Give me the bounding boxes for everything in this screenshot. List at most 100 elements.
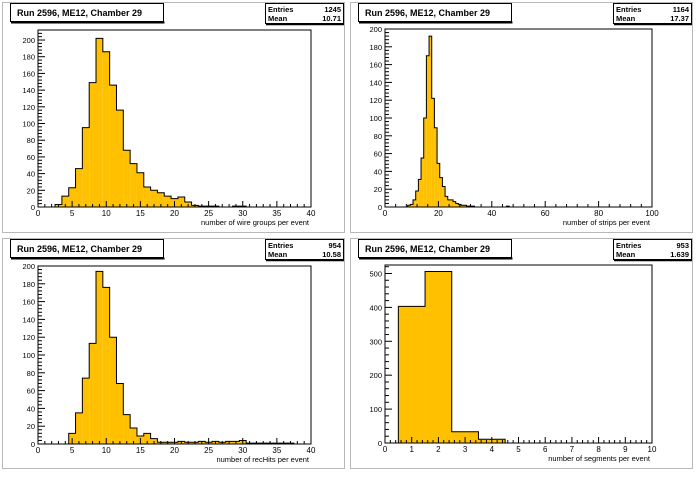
histogram-bar [177, 196, 185, 207]
histogram-bar [437, 163, 440, 207]
histogram-bar [136, 172, 144, 207]
y-tick-label: 20 [27, 186, 35, 195]
x-tick-label: 15 [136, 209, 145, 218]
stats-mean-value: 17.37 [670, 14, 689, 23]
stats-mean-label: Mean [268, 250, 288, 259]
x-tick-label: 20 [170, 446, 179, 455]
x-tick-label: 40 [307, 446, 316, 455]
x-tick-label: 2 [436, 445, 441, 454]
x-tick-label: 0 [383, 445, 388, 454]
x-tick-label: 8 [596, 445, 601, 454]
histogram-bar [130, 427, 137, 444]
histogram-title: Run 2596, ME12, Chamber 29 [365, 244, 490, 254]
x-axis-label: number of segments per event [548, 454, 651, 463]
stats-entries-label: Entries [616, 5, 641, 14]
histogram-bar [455, 203, 459, 207]
y-tick-label: 120 [369, 96, 382, 105]
histogram-pad-wire-groups: 0 5 10 15 20 25 30 35 40 number of wire groups pe… [0, 0, 348, 236]
histogram-bar [96, 38, 103, 207]
x-tick-label: 40 [307, 209, 316, 218]
histogram-pad-segments: 0 1 2 3 4 5 6 7 8 9 10 number of segments per event… [348, 236, 696, 472]
x-tick-label: 35 [272, 446, 281, 455]
y-tick-label: 200 [22, 36, 35, 45]
y-tick-label: 160 [22, 69, 35, 78]
histogram-bar [453, 201, 456, 207]
y-tick-label: 180 [369, 43, 382, 52]
histogram-bar [130, 163, 137, 207]
histogram-title-box: Run 2596, ME12, Chamber 29 [358, 239, 513, 260]
stats-entries-label: Entries [268, 241, 293, 250]
pad-border [350, 2, 693, 233]
y-tick-label: 60 [374, 150, 382, 159]
x-tick-label: 80 [594, 209, 603, 218]
x-tick-label: 0 [36, 209, 41, 218]
y-tick-label: 40 [27, 404, 35, 413]
y-tick-label: 0 [31, 203, 35, 212]
histogram-bar [445, 196, 448, 207]
stats-box: Entries 1164 Mean 17.37 [613, 3, 692, 26]
stats-entries-value: 953 [676, 241, 689, 250]
stats-entries-label: Entries [616, 241, 641, 250]
stats-mean-label: Mean [616, 14, 636, 23]
stats-mean-value: 1.639 [670, 250, 689, 259]
x-tick-label: 10 [102, 446, 111, 455]
stats-box: Entries 954 Mean 10.58 [265, 239, 344, 262]
histogram-bar [431, 98, 435, 207]
histogram-outline [54, 37, 247, 208]
x-tick-label: 10 [648, 445, 657, 454]
y-tick-label: 80 [27, 136, 35, 145]
histogram-bar [143, 186, 151, 207]
y-tick-label: 200 [369, 371, 382, 380]
histogram-bar [75, 168, 83, 207]
y-tick-label: 200 [369, 25, 382, 34]
histogram-bar [415, 190, 419, 207]
stats-entries-value: 954 [328, 241, 341, 250]
y-tick-label: 0 [378, 203, 382, 212]
y-tick-label: 120 [22, 333, 35, 342]
histogram-bar [425, 271, 452, 443]
histogram-bar [68, 187, 76, 207]
x-tick-label: 0 [383, 209, 388, 218]
histogram-bar [82, 378, 90, 444]
x-axis-label: number of strips per event [563, 218, 651, 227]
x-tick-label: 4 [490, 445, 495, 454]
histogram-title: Run 2596, ME12, Chamber 29 [365, 8, 490, 18]
x-tick-label: 5 [70, 209, 75, 218]
y-tick-label: 100 [369, 405, 382, 414]
histogram-bar [61, 196, 69, 207]
y-axis: 0 20 40 60 80 100 120 140 160 180 200 [22, 29, 45, 212]
x-tick-label: 30 [238, 446, 247, 455]
histogram-bar [123, 150, 131, 207]
x-tick-label: 0 [36, 446, 41, 455]
y-tick-label: 180 [22, 280, 35, 289]
histogram-title: Run 2596, ME12, Chamber 29 [17, 8, 142, 18]
histogram-bar [82, 127, 90, 207]
x-tick-label: 20 [434, 209, 443, 218]
x-tick-label: 30 [238, 209, 247, 218]
y-tick-label: 500 [369, 269, 382, 278]
histogram-bar [89, 343, 97, 444]
y-tick-label: 60 [27, 153, 35, 162]
y-tick-label: 140 [22, 315, 35, 324]
stats-mean-label: Mean [268, 14, 288, 23]
histogram-bar [164, 196, 172, 207]
histogram-bar [123, 414, 131, 444]
histogram-bar [418, 179, 422, 207]
histogram-bars [407, 36, 510, 208]
x-tick-label: 25 [204, 446, 213, 455]
pad-border [2, 238, 345, 469]
histogram-pad-strips: 0 20 40 60 80 100 number of strips per event 0 2… [348, 0, 696, 236]
histogram-bar [423, 118, 427, 207]
histogram-title: Run 2596, ME12, Chamber 29 [17, 244, 142, 254]
x-tick-label: 5 [516, 445, 521, 454]
x-tick-label: 60 [541, 209, 550, 218]
y-tick-label: 20 [374, 185, 382, 194]
histogram-pad-rechits: 0 5 10 15 20 25 30 35 40 number of recHits per ev… [0, 236, 348, 472]
y-tick-label: 100 [369, 114, 382, 123]
histogram-bars [55, 38, 247, 207]
x-tick-label: 40 [487, 209, 496, 218]
histogram-bar [143, 433, 151, 444]
histogram-bar [450, 199, 454, 207]
histogram-bar [429, 36, 432, 208]
